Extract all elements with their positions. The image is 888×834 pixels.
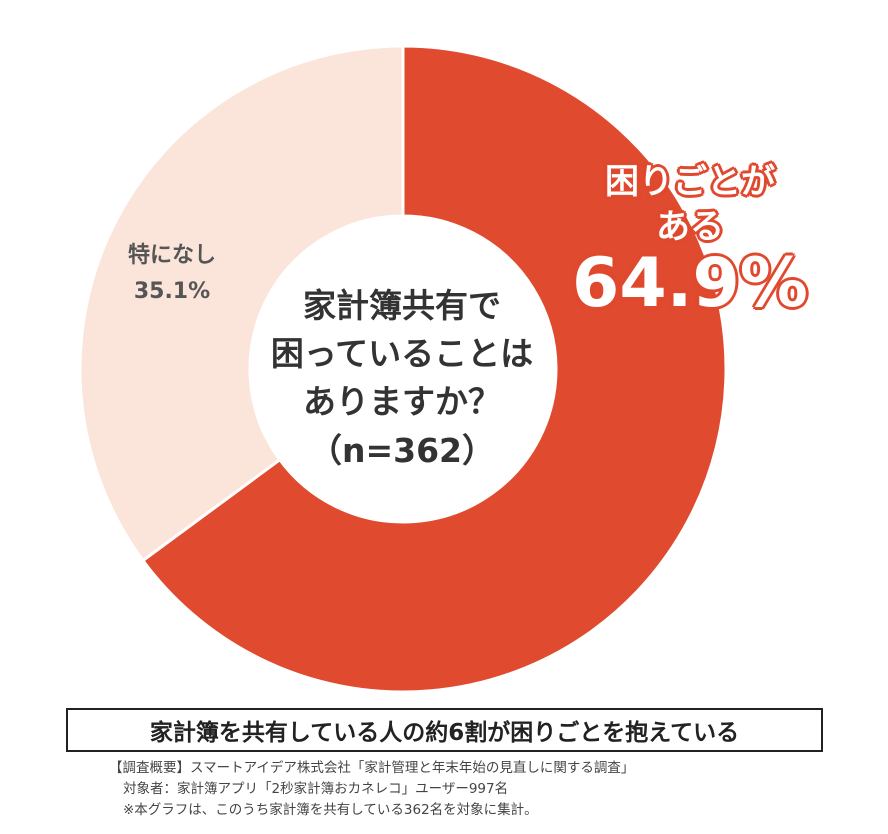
center-question-line-3: ありますか？ bbox=[303, 382, 501, 421]
survey-note-2: 対象者：家計簿アプリ「2秒家計簿おカネレコ」ユーザー997名 bbox=[123, 781, 509, 797]
slice-label-none-name: 特になし bbox=[127, 243, 216, 268]
sample-size: （n=362） bbox=[308, 431, 496, 470]
slice-label-yes-value: 64.9% bbox=[572, 244, 808, 323]
slice-label-none: 特になし 35.1% bbox=[102, 238, 242, 310]
survey-notes: 【調査概要】スマートアイデア株式会社「家計管理と年末年始の見直しに関する調査」 … bbox=[109, 758, 809, 821]
slice-label-yes-line-2: ある bbox=[656, 207, 724, 247]
slice-none bbox=[78, 44, 405, 563]
survey-note-1: 【調査概要】スマートアイデア株式会社「家計管理と年末年始の見直しに関する調査」 bbox=[109, 760, 635, 776]
survey-note-3: ※本グラフは、このうち家計簿を共有している362名を対象に集計。 bbox=[123, 802, 538, 818]
summary-banner: 家計簿を共有している人の約6割が困りごとを抱えている bbox=[66, 708, 823, 752]
center-question-line-1: 家計簿共有で bbox=[303, 286, 501, 325]
center-question-line-2: 困っていることは bbox=[270, 334, 534, 373]
center-question: 家計簿共有で 困っていることは ありますか？ （n=362） bbox=[252, 282, 552, 476]
slice-yes bbox=[140, 44, 728, 694]
slice-label-none-value: 35.1% bbox=[133, 279, 211, 304]
slice-label-yes: 困りごとが ある 64.9% bbox=[540, 160, 840, 324]
donut-chart bbox=[78, 44, 728, 694]
slice-label-yes-line-1: 困りごとが bbox=[605, 162, 775, 202]
